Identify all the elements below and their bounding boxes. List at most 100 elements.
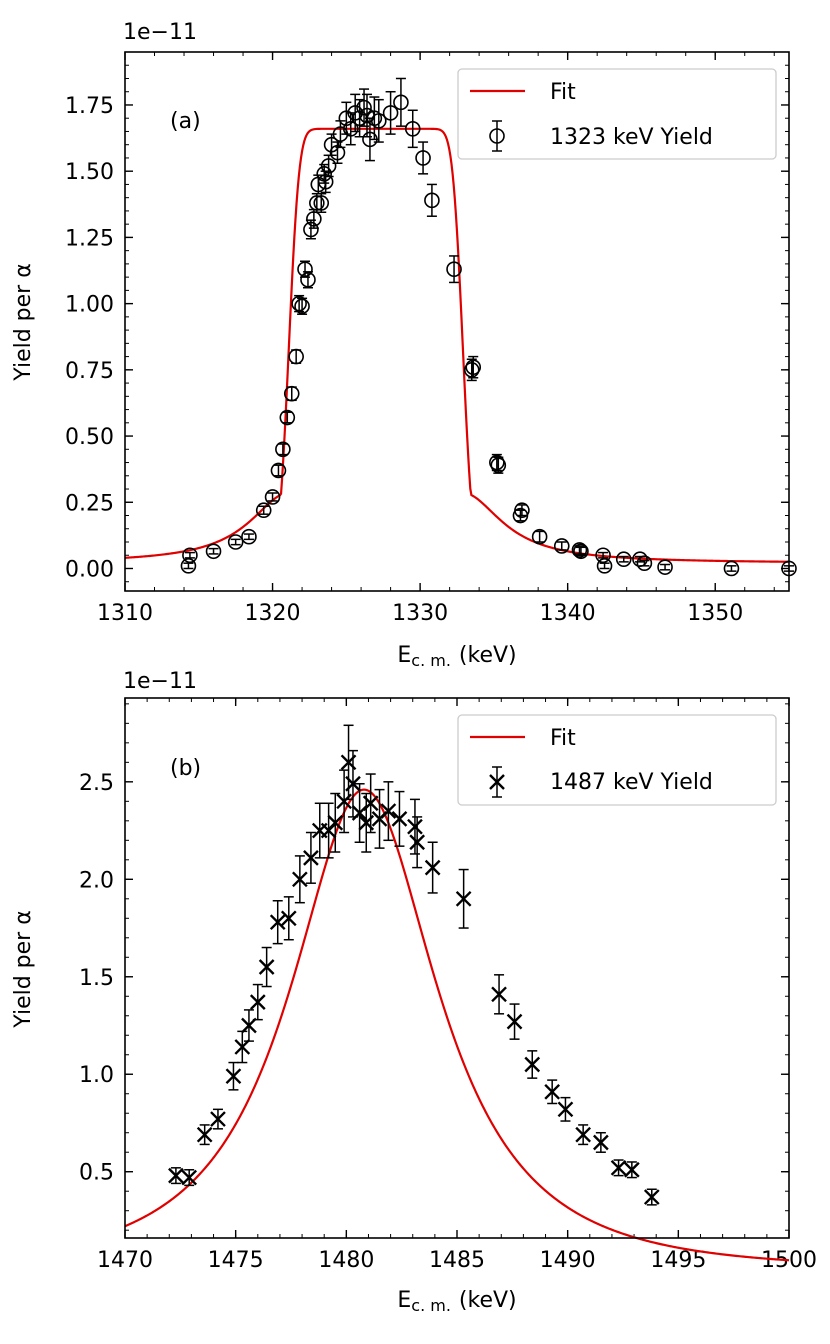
y-tick-label-a: 0.75 [65,359,114,384]
data-point-b [643,1188,660,1206]
legend-data-marker-b [489,766,505,798]
data-point-a [514,502,530,519]
x-tick-label-b: 1495 [650,1248,706,1273]
marker [404,121,421,137]
marker [544,1083,561,1100]
x-axis-label-unit-a: (keV) [459,643,517,668]
marker [424,192,440,209]
legend-marker-symbol [489,128,505,144]
data-point-b [249,983,266,1021]
marker [234,1039,251,1055]
marker [205,543,222,560]
data-point-a [275,441,291,458]
data-point-b [544,1079,561,1105]
y-tick-label-b: 2.0 [79,868,114,893]
marker [317,173,334,190]
y-axis-label-b: Yield per α [11,910,36,1028]
fit-curve-a [124,127,790,563]
offset-text-a: 1e−11 [123,20,197,45]
data-point-a [270,462,287,479]
marker [241,528,257,545]
marker [531,528,548,545]
marker [309,195,325,211]
marker [300,271,316,288]
data-point-a [424,183,440,217]
data-point-b [380,781,397,842]
panel-b: 1e−11 (b) 1470 1475 1480 1485 1490 1495 1500 0.… [11,669,817,1315]
data-point-a [382,90,399,135]
data-point-b [196,1124,213,1146]
x-tick-label-b: 1480 [318,1248,374,1273]
x-tick-label-b: 1470 [97,1248,153,1273]
y-tick-label-a: 1.25 [65,226,114,251]
data-point-b [269,899,286,945]
marker [347,105,363,121]
x-tick-label-b: 1500 [761,1248,817,1273]
data-point-a [313,192,330,213]
plot-frame-a [124,51,790,592]
legend-a: Fit 1323 keV Yield [457,68,777,160]
x-axis-label-sub-b: c. m. [411,1296,451,1315]
data-point-b [362,773,379,834]
marker [241,1017,257,1034]
data-point-a [255,502,272,519]
marker [610,1159,627,1176]
y-tick-label-b: 1.5 [79,966,114,991]
marker [393,94,409,111]
data-point-b [292,855,308,904]
legend-marker-symbol [489,774,505,790]
data-point-b [280,896,297,941]
marker [455,890,472,907]
data-point-b [455,868,472,929]
marker [182,547,198,564]
marker [424,859,441,876]
data-point-a [657,559,673,575]
marker [380,803,397,819]
marker [571,542,588,558]
marker [489,454,505,471]
x-tick-label-a: 1350 [687,601,743,626]
x-axis-label-b: Ec. m. (keV) [397,1288,516,1315]
data-point-a [404,109,421,149]
data-point-a [241,528,257,545]
legend-data-label-a: 1323 keV Yield [550,125,713,150]
legend-b: Fit 1487 keV Yield [457,714,777,806]
data-point-a [297,260,313,278]
data-point-b [225,1061,242,1091]
marker [280,910,297,927]
data-point-b [234,1030,251,1064]
x-tick-label-b: 1490 [540,1248,596,1273]
x-tick-label-a: 1340 [540,601,596,626]
marker [264,489,281,505]
marker [657,559,673,575]
marker [283,385,300,402]
data-point-a [294,297,310,315]
marker [415,150,431,166]
marker [593,1134,609,1151]
marker [323,136,340,153]
marker [297,261,313,277]
marker [303,850,319,866]
x-tick-label-a: 1310 [97,601,153,626]
data-point-a [303,219,319,240]
data-point-a [316,163,333,184]
marker [168,1167,184,1184]
marker [345,775,361,792]
axis-ticks-a: 1310 1320 1330 1340 1350 0.00 0.25 0.50 0.75 1.00… [65,52,789,626]
x-tick-label-a: 1330 [392,601,448,626]
data-point-a [264,489,281,505]
data-point-b [258,946,275,988]
marker [225,1068,242,1085]
legend-fit-label-b: Fit [550,726,576,751]
data-point-a [317,170,334,194]
data-point-b [491,974,507,1015]
data-point-b [593,1131,609,1153]
data-point-b [210,1108,226,1130]
legend-box-a [457,68,777,160]
marker [636,555,653,571]
marker [313,195,330,211]
data-point-a [323,133,340,157]
marker [288,348,304,365]
data-point-a [465,355,482,379]
legend-data-marker-a [489,120,505,152]
